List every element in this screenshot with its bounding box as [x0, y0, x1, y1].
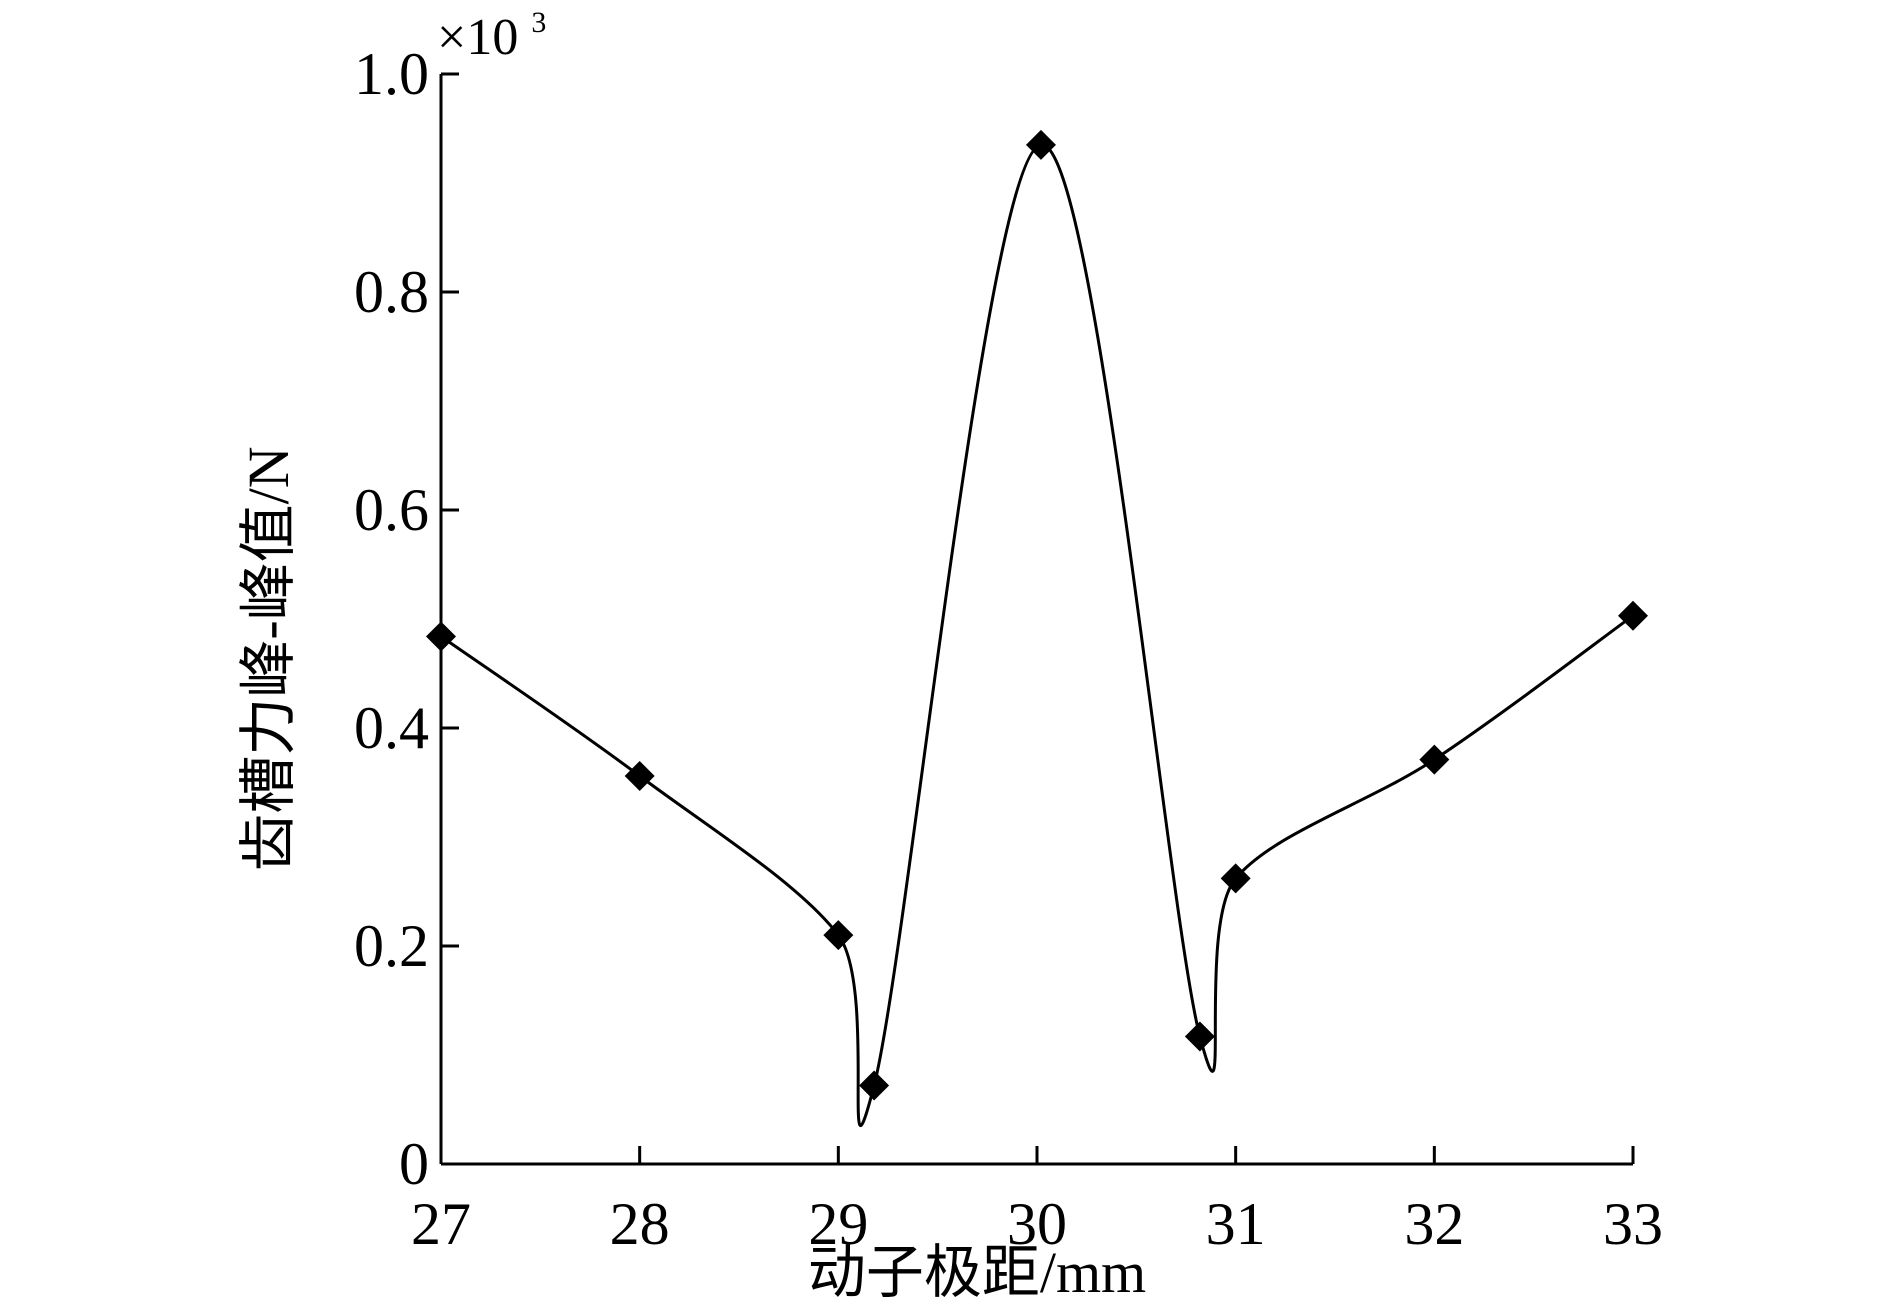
data-point-marker: [1419, 744, 1450, 775]
y-axis-title: 齿槽力峰-峰值/N: [236, 446, 301, 871]
x-tick-label: 28: [610, 1191, 670, 1257]
data-point-marker: [1220, 863, 1251, 894]
data-point-marker: [1025, 129, 1056, 160]
y-tick-label: 0.6: [354, 477, 429, 543]
data-point-marker: [624, 760, 655, 791]
data-point-marker: [1184, 1021, 1215, 1052]
series-line: [440, 143, 1634, 1127]
x-tick-label: 30: [1007, 1191, 1067, 1257]
y-tick-label: 0.8: [354, 259, 429, 325]
x-axis-title: 动子极距/mm: [808, 1240, 1146, 1305]
x-tick-label: 31: [1206, 1191, 1266, 1257]
y-ticks: 0 0.2 0.4 0.6 0.8 1.0: [354, 41, 459, 1197]
data-point-marker: [426, 621, 456, 652]
data-point-marker: [823, 920, 854, 951]
markers-layer: [426, 129, 1648, 1101]
y-tick-label: 1.0: [354, 41, 429, 107]
y-tick-label: 0.2: [354, 913, 429, 979]
y-multiplier-exponent: 3: [531, 6, 546, 39]
data-point-marker: [859, 1070, 890, 1101]
x-tick-label: 27: [411, 1191, 471, 1257]
x-tick-label: 32: [1404, 1191, 1464, 1257]
y-tick-label: 0.4: [354, 695, 429, 761]
y-multiplier-base: ×10: [437, 9, 518, 66]
series-layer: [440, 143, 1634, 1127]
y-axis-multiplier: ×10 3: [437, 6, 546, 66]
y-tick-label: 0: [399, 1131, 429, 1197]
x-ticks: 27 28 29 30 31 32 33: [411, 1146, 1663, 1257]
axes: [439, 74, 1633, 1166]
data-point-marker: [1618, 600, 1648, 631]
x-tick-label: 33: [1603, 1191, 1663, 1257]
x-tick-label: 29: [808, 1191, 868, 1257]
